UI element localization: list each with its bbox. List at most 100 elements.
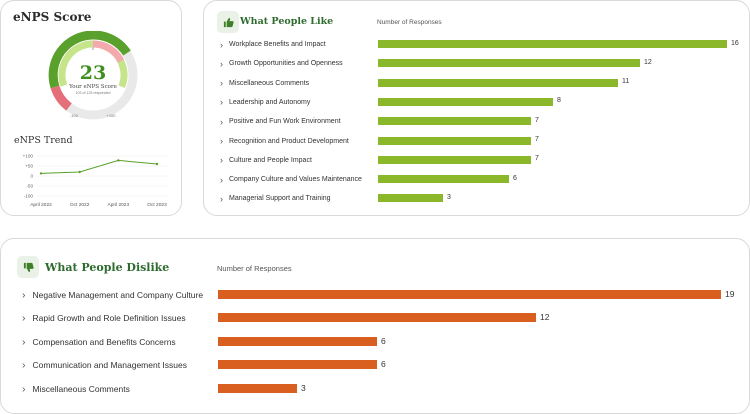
gauge-zero-label: 0 xyxy=(92,46,95,51)
dislike-row[interactable]: › Communication and Management Issues xyxy=(22,359,187,371)
gauge-detractor-arc xyxy=(50,85,72,111)
dislike-bar xyxy=(218,360,377,369)
thumbs-up-icon xyxy=(217,11,239,33)
trend-y-tick: -50 xyxy=(26,184,33,189)
enps-title: eNPS Score xyxy=(13,10,92,24)
like-bar-value: 7 xyxy=(535,116,539,124)
trend-title: eNPS Trend xyxy=(14,135,73,146)
like-bar-value: 3 xyxy=(447,193,451,201)
enps-respondents: 103 of 125 responded xyxy=(76,91,111,95)
dislike-bar xyxy=(218,336,377,346)
like-row[interactable]: › Growth Opportunities and Openness xyxy=(220,59,343,69)
like-row[interactable]: › Positive and Fun Work Environment xyxy=(220,117,341,127)
like-bar xyxy=(378,59,640,68)
dislike-bar-value: 6 xyxy=(381,359,386,370)
like-bar-value: 11 xyxy=(622,78,630,86)
dislike-row[interactable]: › Rapid Growth and Role Definition Issues xyxy=(22,312,186,324)
trend-point xyxy=(39,172,43,175)
like-bar-value: 12 xyxy=(644,58,652,66)
trend-point xyxy=(117,159,120,162)
like-bar-value: 16 xyxy=(731,39,739,47)
gauge-promoter-arc-right xyxy=(92,31,131,56)
like-row[interactable]: › Managerial Support and Training xyxy=(220,194,331,204)
chevron-right-icon[interactable]: › xyxy=(220,116,223,127)
like-bar xyxy=(378,40,727,48)
dislike-bar-value: 19 xyxy=(725,288,735,299)
like-row-label: Miscellaneous Comments xyxy=(229,79,310,87)
like-row-label: Company Culture and Values Maintenance xyxy=(229,176,362,184)
chevron-right-icon[interactable]: › xyxy=(220,58,223,69)
gauge-inner-ring xyxy=(58,40,128,110)
like-row-label: Recognition and Product Development xyxy=(229,137,349,145)
like-row-label: Workplace Benefits and Impact xyxy=(229,41,326,48)
trend-x-label: Oct 2023 xyxy=(147,202,167,208)
dislike-card: What People Dislike Number of Responses … xyxy=(0,238,750,414)
like-row[interactable]: › Leadership and Autonomy xyxy=(220,97,310,107)
trend-line xyxy=(40,159,158,174)
like-bar xyxy=(378,117,531,126)
enps-score-label: Your eNPS Score xyxy=(68,84,117,90)
dislike-bar xyxy=(218,313,536,322)
gauge-inner-detractor xyxy=(92,40,125,63)
like-row-label: Culture and People Impact xyxy=(229,156,312,164)
trend-y-tick: +100 xyxy=(23,154,34,159)
chevron-right-icon[interactable]: › xyxy=(220,78,223,89)
like-bar xyxy=(378,78,618,87)
like-bar xyxy=(378,155,531,164)
chevron-right-icon[interactable]: › xyxy=(22,335,26,348)
like-title: What People Like xyxy=(240,16,334,27)
like-row-label: Leadership and Autonomy xyxy=(229,98,311,106)
like-card: What People Like Number of Responses › Wo… xyxy=(203,0,750,216)
dislike-title: What People Dislike xyxy=(45,261,170,274)
like-row[interactable]: › Company Culture and Values Maintenance xyxy=(220,175,362,185)
chevron-right-icon[interactable]: › xyxy=(22,359,26,372)
dislike-bar xyxy=(218,383,297,393)
gauge-max-label: +100 xyxy=(106,113,116,118)
enps-card: eNPS Score 23 Your eNPS Score 103 of 125… xyxy=(0,0,182,216)
chevron-right-icon[interactable]: › xyxy=(220,97,223,108)
dislike-bar xyxy=(218,289,721,299)
like-row-label: Managerial Support and Training xyxy=(229,195,331,203)
like-bar xyxy=(378,194,443,203)
chevron-right-icon[interactable]: › xyxy=(22,312,26,325)
dislike-row[interactable]: › Compensation and Benefits Concerns xyxy=(22,336,176,348)
trend-y-tick: 0 xyxy=(30,174,33,179)
gauge-promoter-arc xyxy=(48,31,94,89)
trend-x-label: April 2022 xyxy=(30,202,52,208)
like-row[interactable]: › Culture and People Impact xyxy=(220,155,312,165)
like-row[interactable]: › Miscellaneous Comments xyxy=(220,78,309,88)
chevron-right-icon[interactable]: › xyxy=(220,155,223,166)
trend-y-tick: +50 xyxy=(25,164,33,169)
dislike-bar-value: 6 xyxy=(381,335,386,346)
like-bar xyxy=(378,175,509,184)
chevron-right-icon[interactable]: › xyxy=(220,39,223,50)
enps-gauge: 23 Your eNPS Score 103 of 125 responded … xyxy=(48,31,138,120)
like-row[interactable]: › Workplace Benefits and Impact xyxy=(220,40,326,50)
dislike-row-label: Miscellaneous Comments xyxy=(32,383,130,394)
chevron-right-icon[interactable]: › xyxy=(220,174,223,185)
like-bar-value: 7 xyxy=(535,136,539,143)
chevron-right-icon[interactable]: › xyxy=(220,136,223,146)
trend-y-tick: -100 xyxy=(24,194,34,199)
dislike-row[interactable]: › Miscellaneous Comments xyxy=(22,383,130,395)
chevron-right-icon[interactable]: › xyxy=(22,288,26,301)
dislike-row-label: Negative Management and Company Culture xyxy=(32,289,204,300)
dislike-bar-value: 12 xyxy=(540,312,550,323)
dislike-row[interactable]: › Negative Management and Company Culture xyxy=(22,289,203,301)
dislike-row-label: Communication and Management Issues xyxy=(32,360,188,371)
like-row-label: Positive and Fun Work Environment xyxy=(229,118,341,126)
like-axis-label: Number of Responses xyxy=(377,19,442,26)
dislike-axis-label: Number of Responses xyxy=(217,264,292,273)
trend-x-label: Oct 2022 xyxy=(70,202,90,208)
chevron-right-icon[interactable]: › xyxy=(22,382,26,395)
like-row-label: Growth Opportunities and Openness xyxy=(229,60,343,68)
enps-score-value: 23 xyxy=(80,62,106,84)
chevron-right-icon[interactable]: › xyxy=(220,193,223,204)
like-bar-value: 8 xyxy=(557,97,561,105)
like-bar xyxy=(378,97,553,106)
trend-point xyxy=(155,162,159,166)
thumbs-down-icon xyxy=(17,256,39,278)
like-row[interactable]: › Recognition and Product Development xyxy=(220,136,349,146)
trend-x-label: April 2023 xyxy=(108,202,130,208)
like-bar-value: 7 xyxy=(535,155,539,163)
